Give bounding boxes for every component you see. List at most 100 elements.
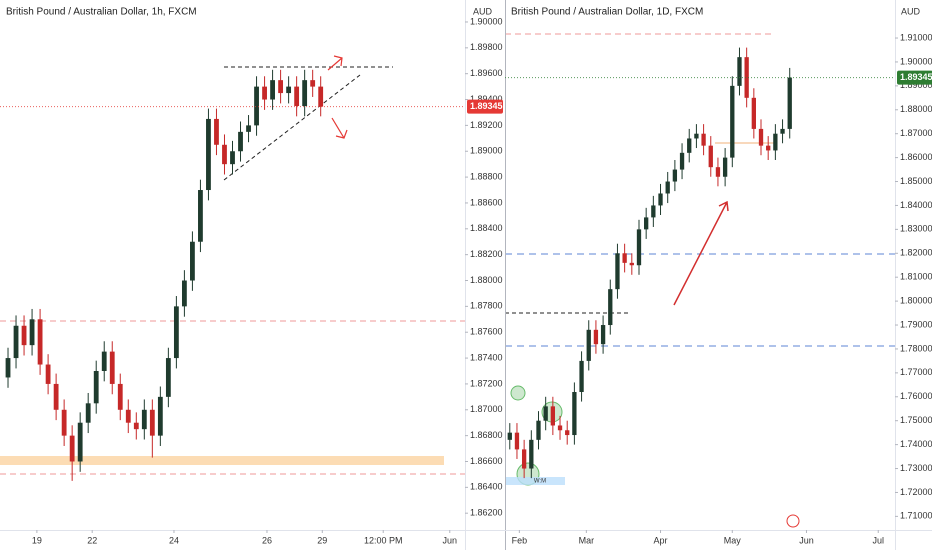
y-tick-label: 1.88800: [470, 171, 503, 181]
y-tick-label: 1.87600: [470, 327, 503, 337]
y-tick-label: 1.88000: [900, 104, 932, 114]
y-tick-label: 1.90000: [470, 16, 503, 26]
candle-body: [286, 86, 292, 94]
candle-body: [550, 406, 556, 426]
highlight: [510, 385, 526, 401]
candle-body: [77, 422, 83, 462]
candle-body: [125, 409, 131, 423]
candle-body: [45, 364, 51, 384]
candle-body: [579, 360, 584, 392]
y-tick-label: 1.90000: [900, 56, 932, 66]
candle-body: [672, 169, 678, 182]
candle-body: [278, 80, 284, 94]
y-tick-label: 1.88600: [470, 197, 503, 207]
candle-body: [708, 145, 713, 168]
y-tick-label: 1.75000: [900, 415, 932, 425]
y-tick-label: 1.84000: [900, 200, 932, 210]
y-tick-label: 1.89800: [470, 42, 503, 52]
candle-body: [694, 133, 699, 139]
candle-body: [636, 229, 642, 266]
y-tick-label: 1.91000: [900, 32, 932, 42]
y-tick-label: 1.87000: [900, 128, 932, 138]
candle-body: [773, 133, 778, 151]
x-tick-label: May: [724, 535, 742, 545]
y-tick-label: 1.77000: [900, 367, 932, 377]
candle-body: [318, 86, 324, 107]
trend-arrow: [673, 200, 729, 306]
candle-body: [101, 351, 107, 371]
candle-body: [629, 262, 634, 266]
y-tick-label: 1.86800: [470, 430, 503, 440]
last-price-label: 1.89345: [900, 72, 932, 82]
candle-body: [521, 449, 527, 469]
candle-body: [294, 86, 300, 106]
y-tick-label: 1.86000: [900, 152, 932, 162]
candle-body: [608, 289, 613, 326]
x-tick-label: 19: [32, 535, 42, 545]
candle-body: [514, 432, 520, 450]
candle-body: [109, 351, 115, 384]
zone: [505, 477, 565, 485]
candle-body: [29, 319, 35, 346]
y-tick-label: 1.74000: [900, 439, 932, 449]
y-tick-label: 1.80000: [900, 295, 932, 305]
y-tick-label: 1.73000: [900, 463, 932, 473]
candle-body: [85, 403, 91, 423]
candle-body: [758, 128, 764, 146]
y-tick-label: 1.82000: [900, 248, 932, 258]
x-tick-label: Jun: [443, 535, 458, 545]
axis-title: AUD: [473, 6, 493, 16]
y-tick-label: 1.89400: [470, 94, 503, 104]
y-tick-label: 1.87200: [470, 378, 503, 388]
y-tick-label: 1.78000: [900, 343, 932, 353]
candle-body: [529, 439, 534, 469]
candle-body: [687, 138, 692, 153]
y-tick-label: 1.87800: [470, 301, 503, 311]
candle-body: [61, 409, 67, 436]
candle-body: [69, 435, 75, 462]
candle-body: [766, 145, 771, 151]
x-tick-label: Apr: [654, 535, 668, 545]
candle-body: [270, 80, 275, 100]
candle-body: [679, 152, 685, 170]
last-price-tag: [897, 70, 932, 85]
y-tick-label: 1.72000: [900, 487, 932, 497]
y-tick-label: 1.79000: [900, 319, 932, 329]
x-tick-label: Jul: [872, 535, 884, 545]
candle-body: [13, 325, 19, 359]
candle-body: [600, 325, 606, 345]
y-tick-label: 1.86600: [470, 456, 503, 466]
last-price-tag: [467, 99, 503, 114]
y-tick-label: 1.87000: [470, 404, 503, 414]
candle-body: [615, 253, 620, 290]
annotation: W:M: [534, 479, 546, 485]
candle-body: [5, 358, 11, 378]
candle-body: [214, 118, 219, 145]
chart-title: British Pound / Australian Dollar, 1h, F…: [6, 7, 197, 18]
y-tick-label: 1.71000: [900, 511, 932, 521]
candle-body: [198, 190, 203, 242]
candle-body: [149, 409, 155, 436]
candle-body: [206, 118, 211, 191]
y-tick-label: 1.88400: [470, 223, 503, 233]
y-tick-label: 1.88200: [470, 249, 503, 259]
candle-body: [557, 425, 563, 431]
chart-title: British Pound / Australian Dollar, 1D, F…: [511, 7, 703, 18]
candle-body: [173, 306, 179, 359]
candle-body: [246, 125, 251, 132]
candle-body: [230, 151, 235, 165]
y-tick-label: 1.89600: [470, 68, 503, 78]
candle-body: [37, 319, 43, 365]
candle-body: [651, 205, 656, 218]
candle-body: [302, 80, 308, 106]
candle-body: [238, 131, 243, 152]
candle-body: [787, 77, 792, 129]
candle-body: [543, 406, 548, 421]
x-tick-label: 22: [87, 535, 97, 545]
x-tick-label: Jun: [799, 535, 814, 545]
arrow-up: [327, 55, 343, 71]
y-tick-label: 1.85000: [900, 176, 932, 186]
y-tick-label: 1.83000: [900, 224, 932, 234]
